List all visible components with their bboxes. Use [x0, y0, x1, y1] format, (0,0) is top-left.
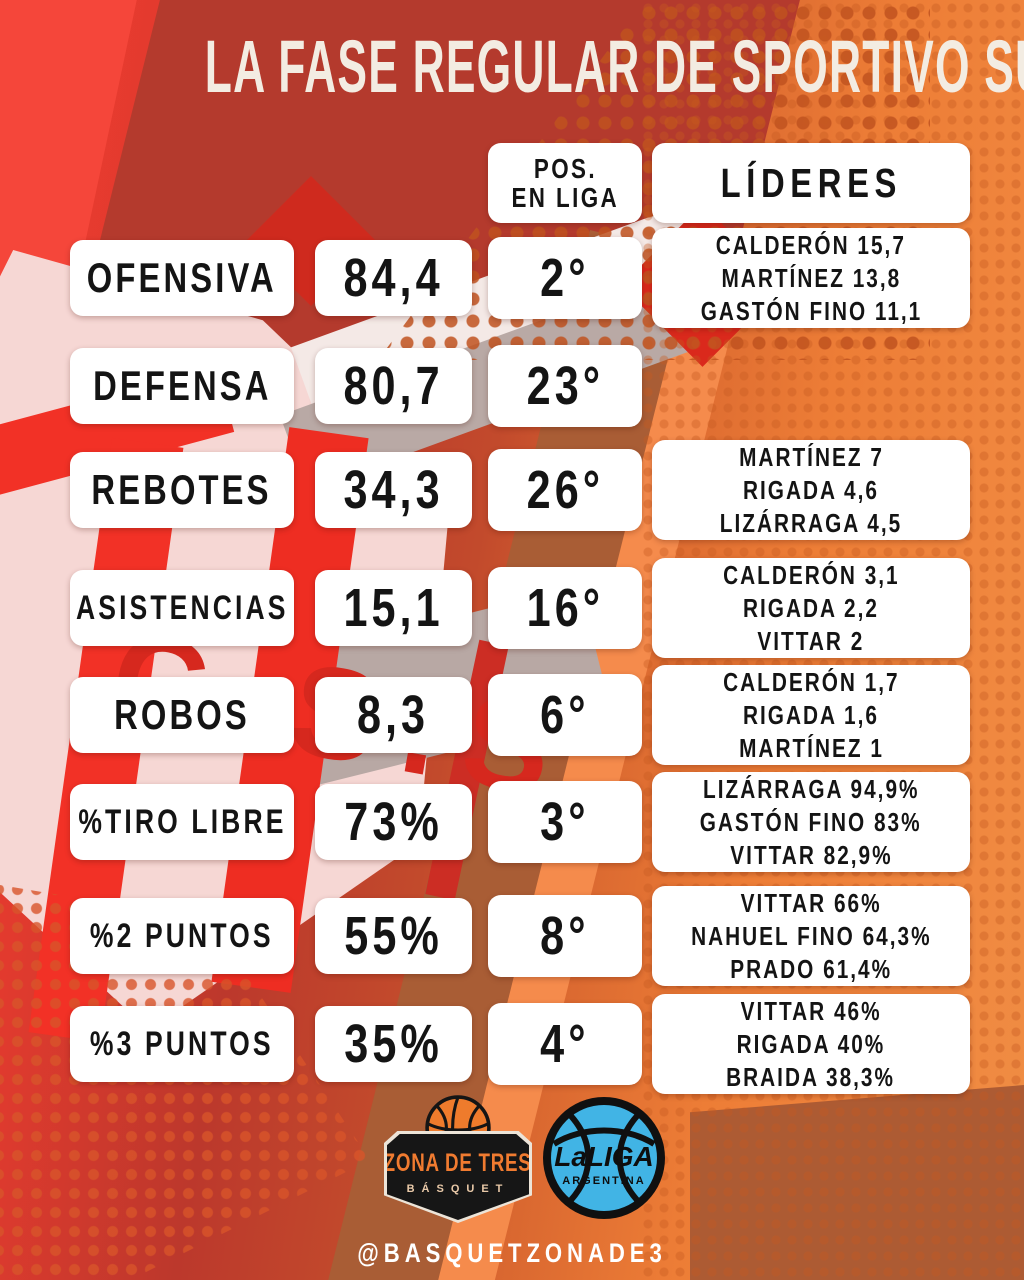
leader-line: CALDERÓN 3,1: [722, 559, 900, 590]
page-title: LA FASE REGULAR DE SPORTIVO SUARDI: [204, 25, 1024, 108]
stat-position: 16°: [526, 578, 604, 638]
stat-label: %3 PUNTOS: [90, 1024, 274, 1063]
leader-line: MARTÍNEZ 7: [738, 441, 884, 472]
background-bottom-corner: [690, 1085, 1024, 1280]
stat-label-box: %3 PUNTOS: [70, 1006, 294, 1082]
stat-value-box: 80,7: [315, 348, 472, 424]
stat-value: 15,1: [343, 578, 444, 638]
stat-position-box: 16°: [488, 567, 642, 649]
stat-label-box: DEFENSA: [70, 348, 294, 424]
stat-value: 84,4: [343, 248, 444, 308]
leader-line: VITTAR 66%: [740, 887, 882, 918]
stat-row-robos: ROBOS 8,3 6° CALDERÓN 1,7 RIGADA 1,6 MAR…: [0, 665, 1024, 765]
leader-line: RIGADA 1,6: [743, 699, 879, 730]
stat-label-box: %TIRO LIBRE: [70, 784, 294, 860]
leader-line: VITTAR 46%: [740, 995, 882, 1026]
stat-position: 26°: [526, 460, 604, 520]
stat-value-box: 8,3: [315, 677, 472, 753]
leader-line: NAHUEL FINO 64,3%: [690, 920, 932, 951]
stat-position-box: 8°: [488, 895, 642, 977]
stat-value: 8,3: [357, 685, 430, 745]
social-handle: @BASQUETZONADE3: [357, 1238, 667, 1268]
stat-leaders-box: CALDERÓN 15,7 MARTÍNEZ 13,8 GASTÓN FINO …: [652, 228, 970, 328]
stat-position: 4°: [540, 1014, 590, 1074]
stat-row-2-puntos: %2 PUNTOS 55% 8° VITTAR 66% NAHUEL FINO …: [0, 886, 1024, 986]
zona-logo-subtitle: BÁSQUET: [406, 1183, 510, 1195]
header-lideres: LÍDERES: [652, 143, 970, 223]
leader-line: MARTÍNEZ 1: [738, 732, 884, 763]
stat-value: 80,7: [343, 356, 444, 416]
liga-logo-subtitle: ARGENTINA: [562, 1175, 645, 1187]
stat-label: OFENSIVA: [86, 254, 278, 301]
stat-value: 35%: [344, 1014, 443, 1074]
stat-value: 73%: [344, 792, 443, 852]
stat-position: 6°: [540, 685, 590, 745]
stat-value-box: 73%: [315, 784, 472, 860]
header-pos-en-liga: POS. EN LIGA: [488, 143, 642, 223]
leader-line: LIZÁRRAGA 94,9%: [702, 773, 920, 804]
stat-label: DEFENSA: [92, 362, 272, 409]
leader-line: PRADO 61,4%: [730, 953, 892, 984]
stat-leaders-box: CALDERÓN 3,1 RIGADA 2,2 VITTAR 2: [652, 558, 970, 658]
stat-position-box: 4°: [488, 1003, 642, 1085]
leader-line: VITTAR 82,9%: [729, 839, 893, 870]
leader-line: GASTÓN FINO 83%: [700, 806, 922, 837]
leader-line: CALDERÓN 1,7: [722, 666, 900, 697]
leader-line: BRAIDA 38,3%: [726, 1061, 896, 1092]
stat-row-asistencias: ASISTENCIAS 15,1 16° CALDERÓN 3,1 RIGADA…: [0, 558, 1024, 658]
stat-leaders-box: LIZÁRRAGA 94,9% GASTÓN FINO 83% VITTAR 8…: [652, 772, 970, 872]
stat-value: 55%: [344, 906, 443, 966]
stat-row-3-puntos: %3 PUNTOS 35% 4° VITTAR 46% RIGADA 40% B…: [0, 994, 1024, 1094]
stat-value-box: 15,1: [315, 570, 472, 646]
la-liga-argentina-logo: LaLIGA ARGENTINA: [543, 1097, 665, 1219]
stat-leaders-box: VITTAR 46% RIGADA 40% BRAIDA 38,3%: [652, 994, 970, 1094]
stat-label-box: ASISTENCIAS: [70, 570, 294, 646]
stat-label: ROBOS: [114, 691, 250, 738]
stat-label: REBOTES: [91, 466, 273, 513]
leader-line: RIGADA 40%: [736, 1028, 886, 1059]
leader-line: LIZÁRRAGA 4,5: [719, 507, 903, 538]
stat-label-box: OFENSIVA: [70, 240, 294, 316]
stat-row-rebotes: REBOTES 34,3 26° MARTÍNEZ 7 RIGADA 4,6 L…: [0, 440, 1024, 540]
stat-position-box: 2°: [488, 237, 642, 319]
header-pos-line1: POS.: [533, 153, 597, 184]
liga-logo-title: LaLIGA: [554, 1141, 654, 1172]
stat-leaders-box: CALDERÓN 1,7 RIGADA 1,6 MARTÍNEZ 1: [652, 665, 970, 765]
stat-value-box: 55%: [315, 898, 472, 974]
stat-label: ASISTENCIAS: [75, 588, 289, 627]
stat-position: 8°: [540, 906, 590, 966]
stat-value-box: 35%: [315, 1006, 472, 1082]
stat-position-box: 6°: [488, 674, 642, 756]
stat-row-ofensiva: OFENSIVA 84,4 2° CALDERÓN 15,7 MARTÍNEZ …: [0, 228, 1024, 328]
leader-line: RIGADA 2,2: [743, 592, 879, 623]
stat-position: 23°: [526, 356, 604, 416]
stat-value-box: 84,4: [315, 240, 472, 316]
leader-line: CALDERÓN 15,7: [715, 229, 907, 260]
stat-leaders-box: VITTAR 66% NAHUEL FINO 64,3% PRADO 61,4%: [652, 886, 970, 986]
header-pos-line2: EN LIGA: [511, 182, 619, 213]
stat-label-box: %2 PUNTOS: [70, 898, 294, 974]
stat-label: %TIRO LIBRE: [77, 802, 287, 841]
leader-line: RIGADA 4,6: [743, 474, 879, 505]
stat-label-box: ROBOS: [70, 677, 294, 753]
header-lideres-label: LÍDERES: [720, 159, 902, 206]
stat-position: 2°: [540, 248, 590, 308]
leader-line: MARTÍNEZ 13,8: [721, 262, 901, 293]
stat-row-defensa: DEFENSA 80,7 23°: [0, 345, 1024, 427]
stat-label: %2 PUNTOS: [90, 916, 274, 955]
leader-line: VITTAR 2: [757, 625, 865, 656]
leader-line: GASTÓN FINO 11,1: [700, 295, 922, 326]
stat-value: 34,3: [343, 460, 444, 520]
stat-position: 3°: [540, 792, 590, 852]
stat-row-tiro-libre: %TIRO LIBRE 73% 3° LIZÁRRAGA 94,9% GASTÓ…: [0, 772, 1024, 872]
stat-position-box: 23°: [488, 345, 642, 427]
stat-value-box: 34,3: [315, 452, 472, 528]
stat-leaders-box: MARTÍNEZ 7 RIGADA 4,6 LIZÁRRAGA 4,5: [652, 440, 970, 540]
stat-position-box: 3°: [488, 781, 642, 863]
zona-logo-title: ZONA DE TRES: [384, 1149, 532, 1177]
stat-label-box: REBOTES: [70, 452, 294, 528]
stat-position-box: 26°: [488, 449, 642, 531]
